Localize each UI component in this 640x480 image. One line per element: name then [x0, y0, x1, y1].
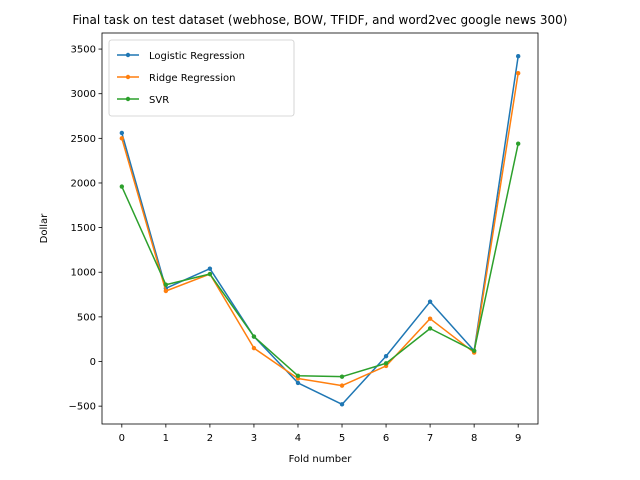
x-axis-label: Fold number: [289, 454, 353, 465]
data-point-svr: [295, 373, 301, 378]
x-tick-label: 6: [383, 433, 389, 444]
legend-label-ridge-regression: Ridge Regression: [149, 73, 235, 84]
y-tick-label: 0: [90, 357, 96, 368]
x-tick-label: 9: [515, 433, 521, 444]
y-tick-label: 1500: [71, 223, 96, 234]
data-point-svr: [119, 184, 125, 189]
data-point-logistic-regression: [295, 380, 301, 386]
y-tick-label: 3500: [71, 45, 96, 56]
data-point-svr: [339, 374, 345, 379]
data-point-svr: [251, 334, 257, 339]
x-tick-label: 1: [163, 433, 169, 444]
data-point-ridge-regression: [163, 288, 169, 294]
data-point-logistic-regression: [515, 54, 521, 59]
y-tick-label: −500: [69, 402, 96, 413]
x-tick-label: 7: [427, 433, 433, 444]
y-tick-label: 500: [77, 312, 96, 323]
data-point-svr: [427, 326, 433, 331]
data-point-svr: [383, 361, 389, 366]
series-line-svr: [121, 143, 519, 378]
series-line-ridge-regression: [121, 73, 519, 387]
plot-frame: [101, 32, 539, 425]
x-tick-label: 8: [471, 433, 477, 444]
x-tick-label: 4: [295, 433, 301, 444]
legend-marker-logistic-regression: [125, 52, 131, 58]
data-point-svr: [515, 141, 521, 146]
x-tick-label: 2: [207, 433, 213, 444]
x-tick-label: 0: [119, 433, 125, 444]
data-point-logistic-regression: [427, 299, 433, 304]
data-point-ridge-regression: [251, 345, 257, 351]
y-tick-label: 1000: [71, 268, 96, 279]
chart-title: Final task on test dataset (webhose, BOW…: [73, 13, 568, 27]
legend-label-svr: SVR: [149, 95, 169, 106]
legend-label-logistic-regression: Logistic Regression: [149, 51, 245, 62]
data-point-svr: [207, 271, 213, 277]
data-point-ridge-regression: [119, 136, 125, 141]
legend-marker-svr: [125, 96, 131, 102]
data-point-logistic-regression: [207, 266, 213, 271]
y-tick-label: 2500: [71, 134, 96, 145]
legend-marker-ridge-regression: [125, 74, 131, 80]
y-axis-label: Dollar: [39, 213, 50, 244]
data-point-logistic-regression: [119, 130, 125, 136]
data-point-ridge-regression: [427, 316, 433, 321]
data-point-svr: [163, 282, 169, 287]
data-point-svr: [471, 348, 477, 353]
x-tick-label: 3: [251, 433, 257, 444]
y-tick-label: 3000: [71, 89, 96, 100]
data-point-logistic-regression: [339, 402, 345, 407]
data-point-ridge-regression: [515, 70, 521, 76]
series-line-logistic-regression: [121, 56, 519, 406]
y-tick-label: 2000: [71, 178, 96, 189]
data-point-logistic-regression: [383, 353, 389, 359]
data-point-ridge-regression: [339, 383, 345, 388]
x-tick-label: 5: [339, 433, 345, 444]
legend-box: [108, 39, 295, 117]
